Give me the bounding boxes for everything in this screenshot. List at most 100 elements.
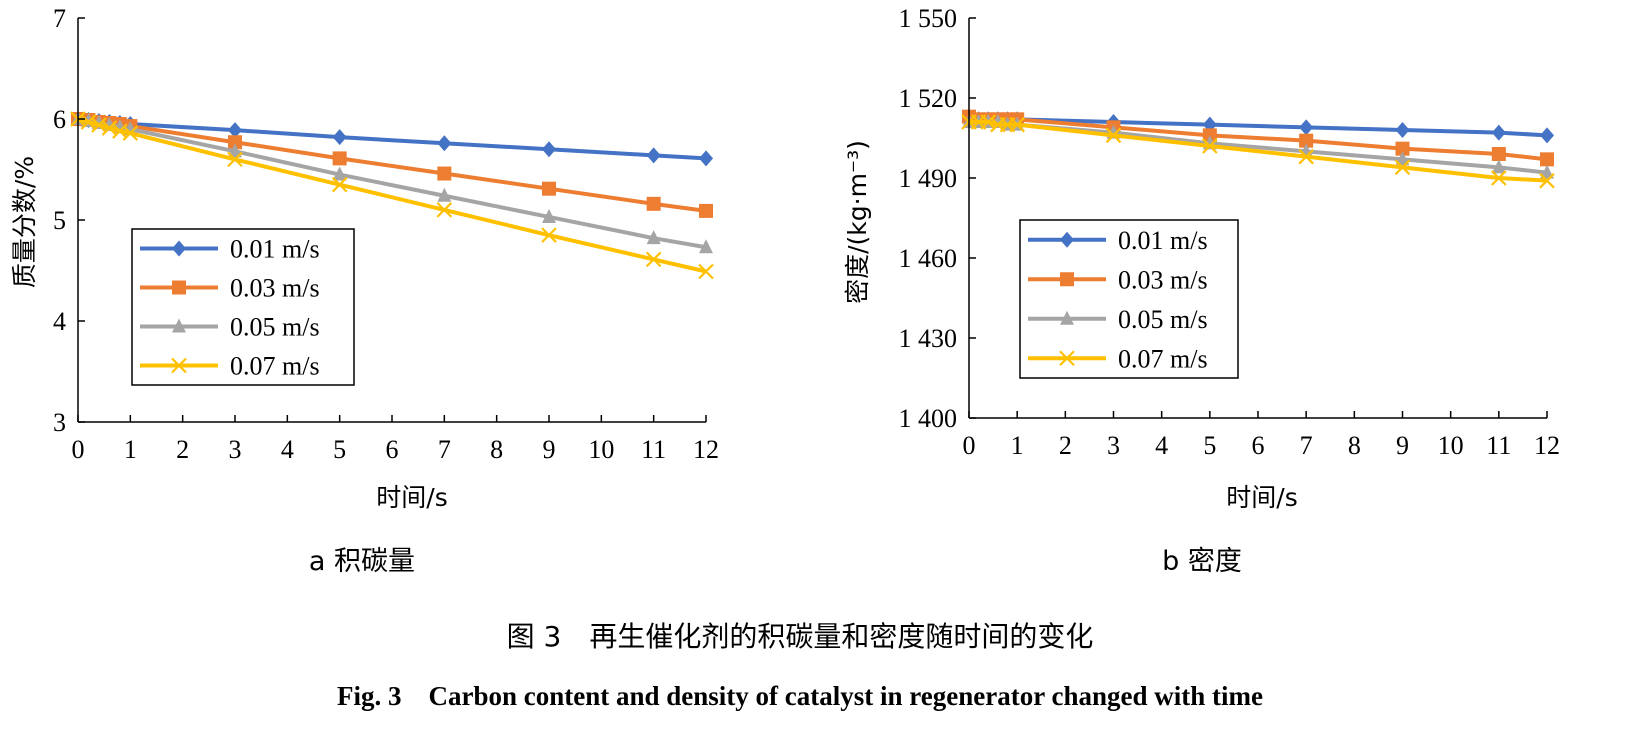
chart-a-data-point — [437, 135, 452, 152]
chart-a-x-tick-label: 4 — [281, 435, 294, 464]
chart-b-legend-marker — [1059, 350, 1075, 367]
chart-a-y-tick-label: 6 — [53, 105, 66, 134]
chart-a-data-point — [542, 181, 556, 196]
chart-a-x-tick-label: 9 — [543, 435, 556, 464]
chart-b-x-tick-label: 8 — [1348, 431, 1361, 460]
chart-b-x-tick-label: 0 — [963, 431, 976, 460]
chart-a-legend-item: 0.03 m/s — [140, 274, 320, 303]
chart-a-data-point — [541, 227, 557, 243]
chart-a-data-point — [542, 141, 556, 158]
chart-a-legend-marker — [172, 240, 186, 257]
chart-b-data-point — [1539, 172, 1555, 189]
chart-b-y-tick-label: 1 490 — [899, 164, 958, 193]
figure-caption-en: Fig. 3 Carbon content and density of cat… — [337, 681, 1263, 711]
chart-b-legend: 0.01 m/s 0.03 m/s 0.05 m/s 0.07 m/s — [1019, 219, 1239, 379]
chart-b-legend-item: 0.07 m/s — [1028, 344, 1208, 373]
chart-a-data-point — [436, 202, 453, 218]
chart-b-series-3 — [961, 114, 1555, 189]
chart-b-data-point — [1491, 147, 1506, 161]
chart-b-data-point — [980, 114, 997, 130]
chart-a-legend-item: 0.07 m/s — [140, 352, 320, 381]
chart-a-data-point — [699, 239, 713, 254]
chart-a-data-point — [332, 151, 347, 166]
chart-a-data-point — [80, 114, 97, 130]
chart-a-legend-item: 0.01 m/s — [140, 235, 320, 264]
chart-a-x-tick-label: 12 — [693, 435, 719, 464]
chart-b-x-tick-label: 10 — [1438, 431, 1464, 460]
chart-b-data-point — [1491, 159, 1506, 174]
chart-a-legend-label: 0.03 m/s — [230, 274, 320, 303]
chart-a-data-point — [645, 251, 662, 268]
chart-a-legend-marker — [172, 318, 186, 333]
chart-b-subtitle: b 密度 — [1162, 546, 1242, 577]
chart-b-data-point — [1105, 127, 1122, 144]
chart-b-legend-item: 0.03 m/s — [1028, 265, 1208, 294]
chart-a-x-tick-label: 2 — [176, 435, 189, 464]
chart-a-data-point — [331, 176, 348, 193]
chart-b-data-point — [1009, 116, 1025, 133]
chart-a-y-tick-label: 3 — [53, 408, 66, 437]
chart-b-y-tick-label: 1 400 — [899, 404, 958, 433]
figure-caption-cn: 图 3 再生催化剂的积碳量和密度随时间的变化 — [507, 620, 1094, 653]
chart-b-data-point — [1299, 119, 1314, 136]
chart-a-y-tick-label: 4 — [53, 307, 66, 336]
chart-b-data-point — [1540, 164, 1554, 179]
chart-b-data-point — [1540, 127, 1554, 144]
chart-a-data-point — [228, 143, 242, 158]
chart-a-x-tick-label: 10 — [588, 435, 614, 464]
chart-a-x-axis-label: 时间/s — [376, 483, 447, 512]
chart-a-data-point — [228, 122, 242, 139]
chart-b-data-point — [1299, 133, 1314, 148]
chart-b-y-tick-label: 1 520 — [899, 84, 958, 113]
chart-b-legend-label: 0.01 m/s — [1118, 226, 1208, 255]
chart-a-data-point — [227, 151, 243, 168]
chart-a-y-tick-label: 7 — [53, 4, 66, 33]
chart-b-series-1 — [962, 109, 1554, 167]
chart-b-x-tick-label: 1 — [1011, 431, 1024, 460]
chart-a-legend-label: 0.07 m/s — [230, 352, 320, 381]
chart-b-x-tick-label: 3 — [1107, 431, 1120, 460]
chart-b-data-point — [1394, 159, 1411, 176]
chart-b-x-tick-label: 7 — [1300, 431, 1313, 460]
chart-b-series — [961, 109, 1555, 189]
chart-a-subtitle: a 积碳量 — [309, 546, 415, 577]
chart-b-x-tick-label: 12 — [1534, 431, 1560, 460]
chart-a-y-axis-label: 质量分数/% — [10, 156, 39, 288]
chart-a-x-tick-label: 3 — [229, 435, 242, 464]
chart-b-x-tick-label: 6 — [1252, 431, 1265, 460]
chart-a-x-tick-label: 7 — [438, 435, 451, 464]
chart-a-data-point — [228, 135, 242, 150]
chart-a-legend-label: 0.01 m/s — [230, 235, 320, 264]
chart-b-x-tick-label: 4 — [1155, 431, 1168, 460]
chart-a-x-tick-label: 11 — [641, 435, 666, 464]
chart-b-data-point — [1202, 138, 1218, 154]
chart-b-series-line — [969, 120, 1548, 183]
chart-a-legend-marker — [171, 357, 187, 374]
chart-b-data-point — [1395, 122, 1410, 138]
chart-b-legend-item: 0.05 m/s — [1028, 305, 1208, 334]
chart-b-data-point — [1395, 151, 1410, 166]
chart-a-data-point — [332, 166, 347, 181]
chart-a-data-point — [698, 263, 714, 280]
chart-a-y-tick-label: 5 — [53, 206, 66, 235]
chart-b-legend-marker — [1060, 310, 1074, 325]
chart-a-series — [70, 111, 714, 280]
chart-a-x-tick-label: 1 — [124, 435, 137, 464]
chart-a-series-3 — [70, 111, 714, 280]
chart-a-data-point — [699, 150, 713, 167]
chart-a-x-tick-label: 5 — [333, 435, 346, 464]
chart-a-x-tick-label: 6 — [386, 435, 399, 464]
chart-b-data-point — [1298, 148, 1314, 165]
chart-b-x-tick-label: 11 — [1486, 431, 1511, 460]
chart-b-x-tick-label: 9 — [1396, 431, 1409, 460]
chart-b-legend-label: 0.03 m/s — [1118, 265, 1208, 294]
chart-b-y-tick-label: 1 460 — [899, 244, 958, 273]
chart-b-data-point — [1395, 141, 1410, 156]
chart-a-legend-item: 0.05 m/s — [140, 313, 320, 342]
chart-b-legend-box — [1019, 219, 1239, 379]
chart-b-x-axis-label: 时间/s — [1226, 483, 1297, 512]
chart-b-x-tick-label: 2 — [1059, 431, 1072, 460]
